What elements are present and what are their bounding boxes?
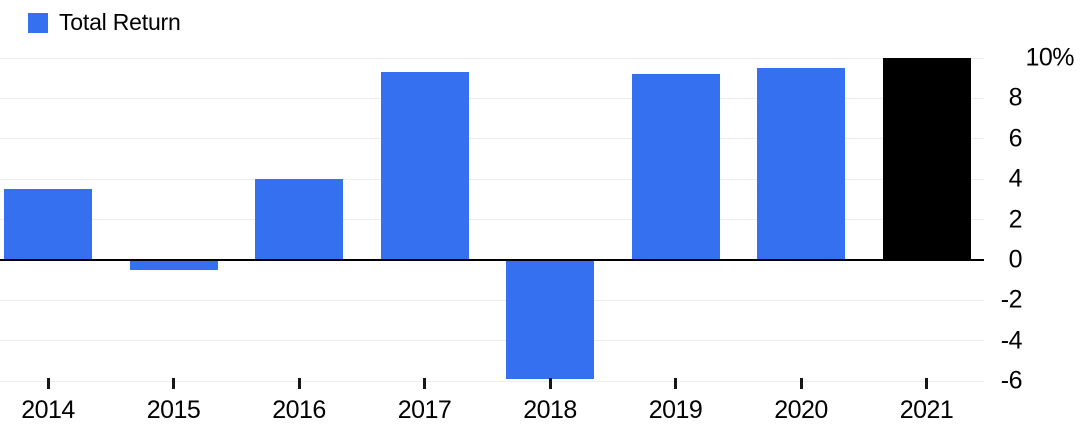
x-axis-baseline [0,258,984,261]
bar-2015 [129,259,218,270]
gridline [0,138,984,140]
y-tick-label-6: 6 [1008,124,1023,153]
bar-2020 [757,68,845,260]
x-tick-label-2020: 2020 [774,396,828,424]
x-tick-label-2015: 2015 [146,396,201,424]
y-tick-label--6: -6 [1000,366,1023,395]
y-tick-label-8: 8 [1008,83,1023,112]
y-tick-label-10%: 10% [1025,43,1074,72]
x-tick-label-2019: 2019 [648,396,703,424]
x-tick-label-2014: 2014 [21,396,75,424]
x-tick-label-2018: 2018 [523,396,577,424]
y-tick-label-4: 4 [1008,164,1023,193]
x-tick-label-2021: 2021 [899,396,954,424]
x-tick-label-2016: 2016 [272,396,326,424]
legend-label: Total Return [59,9,181,35]
gridline [0,299,984,301]
bar-2014 [4,189,92,260]
legend-swatch-icon [28,12,48,33]
y-tick-label--2: -2 [1000,285,1023,314]
bar-2017 [380,72,469,260]
gridline [0,380,984,382]
x-tick-label-2017: 2017 [397,396,452,424]
x-tick-2017 [423,378,426,389]
bar-2019 [631,74,720,260]
y-tick-label-0: 0 [1008,245,1023,274]
gridline [0,178,984,180]
gridline [0,57,984,59]
gridline [0,340,984,342]
bar-2018 [506,259,594,379]
y-tick-label--4: -4 [1000,326,1023,355]
x-tick-2016 [297,378,301,389]
y-tick-label-2: 2 [1008,205,1023,234]
x-tick-2019 [674,378,677,389]
bar-2021 [882,58,971,260]
x-tick-2015 [172,378,175,389]
legend: Total Return [28,9,181,36]
x-tick-2020 [799,378,803,389]
gridline [0,219,984,221]
x-tick-2014 [46,378,50,389]
bar-2016 [255,179,343,260]
x-tick-2021 [925,378,928,389]
gridline [0,97,984,99]
x-tick-2018 [548,378,552,389]
